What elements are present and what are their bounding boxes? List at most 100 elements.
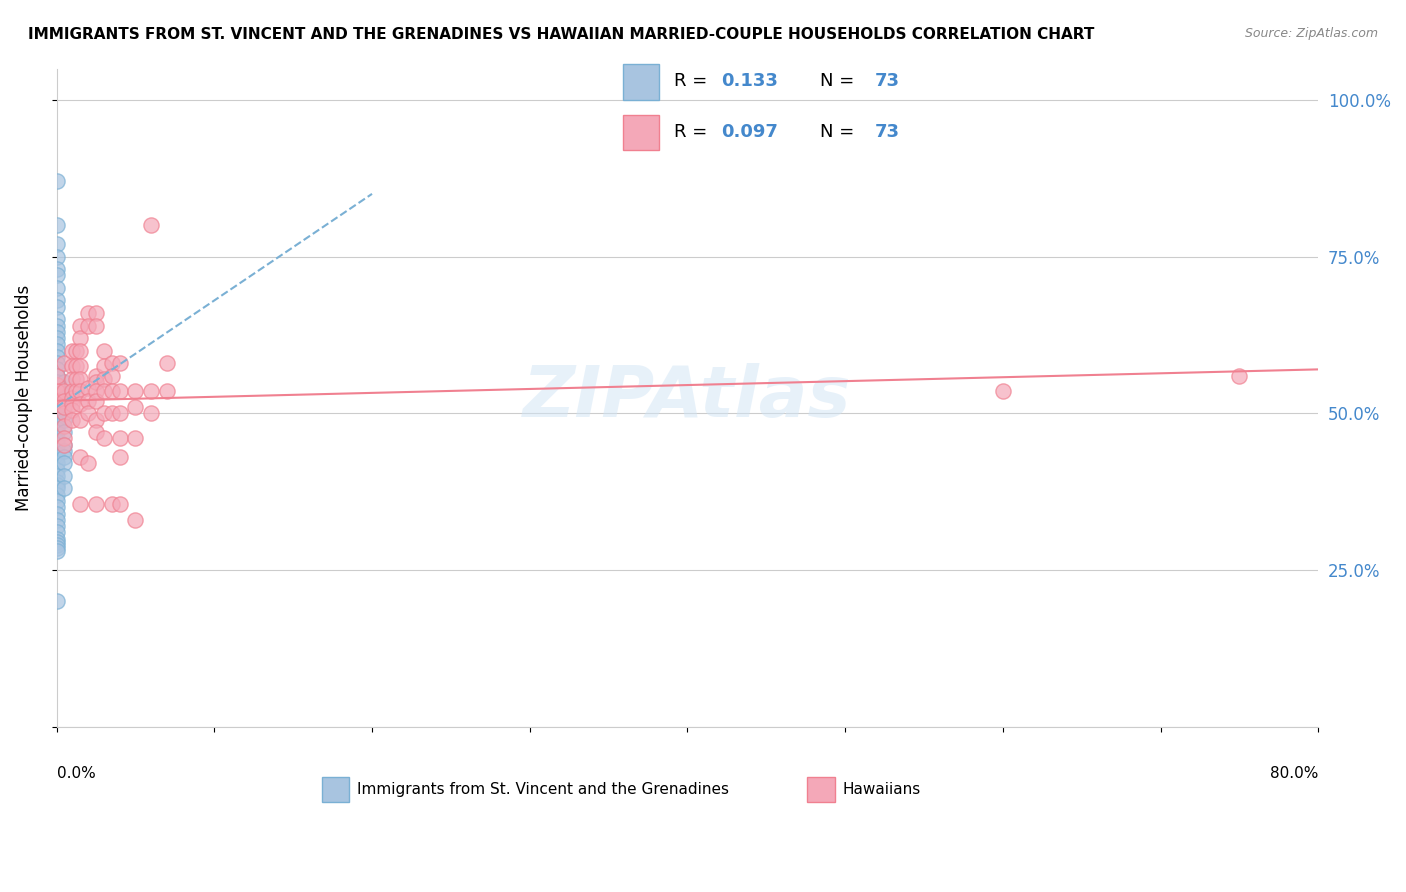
FancyBboxPatch shape: [322, 777, 349, 802]
Point: [45, 513, 67, 527]
Point: [45, 412, 67, 426]
Point: [60, 391, 83, 405]
Text: 0.0%: 0.0%: [56, 766, 96, 781]
Point: [45, 507, 67, 521]
Point: [53, 437, 76, 451]
Point: [45, 337, 67, 351]
Point: [45, 482, 67, 496]
Point: [45, 237, 67, 252]
Point: [45, 538, 67, 552]
Point: [53, 450, 76, 464]
Point: [77, 406, 100, 420]
Point: [45, 457, 67, 471]
Point: [53, 469, 76, 483]
Point: [65, 384, 87, 399]
Point: [53, 400, 76, 414]
Point: [45, 525, 67, 540]
Point: [45, 594, 67, 608]
Point: [53, 425, 76, 439]
Point: [45, 362, 67, 376]
Point: [1229, 368, 1251, 383]
Point: [101, 384, 124, 399]
Point: [84, 384, 107, 399]
Point: [60, 397, 83, 411]
Point: [53, 384, 76, 399]
Point: [108, 406, 131, 420]
Point: [108, 450, 131, 464]
Point: [53, 406, 76, 420]
Point: [93, 343, 115, 358]
Point: [45, 406, 67, 420]
Point: [93, 406, 115, 420]
Point: [124, 431, 146, 445]
Point: [156, 356, 179, 370]
Point: [45, 431, 67, 445]
Text: 80.0%: 80.0%: [1270, 766, 1319, 781]
Point: [60, 343, 83, 358]
Point: [991, 384, 1014, 399]
Point: [45, 387, 67, 401]
Point: [45, 375, 67, 389]
Point: [45, 356, 67, 370]
Point: [69, 450, 91, 464]
Point: [45, 312, 67, 326]
Point: [69, 384, 91, 399]
Point: [45, 368, 67, 383]
Point: [45, 318, 67, 333]
Point: [84, 375, 107, 389]
Point: [141, 384, 163, 399]
Point: [45, 331, 67, 345]
Point: [45, 418, 67, 433]
Text: R =: R =: [673, 72, 713, 90]
Point: [45, 268, 67, 283]
Point: [45, 500, 67, 515]
FancyBboxPatch shape: [807, 777, 835, 802]
Point: [45, 469, 67, 483]
Point: [45, 368, 67, 383]
Point: [53, 412, 76, 426]
Point: [124, 384, 146, 399]
Point: [45, 400, 67, 414]
Point: [93, 359, 115, 374]
Point: [45, 293, 67, 308]
Point: [69, 397, 91, 411]
Point: [77, 318, 100, 333]
Point: [45, 422, 67, 436]
Point: [45, 488, 67, 502]
Point: [84, 318, 107, 333]
Point: [45, 350, 67, 364]
Point: [45, 475, 67, 490]
Point: [45, 463, 67, 477]
Point: [53, 356, 76, 370]
Point: [101, 368, 124, 383]
Point: [69, 497, 91, 511]
Point: [60, 372, 83, 386]
FancyBboxPatch shape: [623, 64, 659, 100]
Point: [45, 494, 67, 508]
Text: R =: R =: [673, 123, 713, 141]
Text: 0.133: 0.133: [721, 72, 778, 90]
Point: [53, 482, 76, 496]
Point: [84, 412, 107, 426]
FancyBboxPatch shape: [623, 114, 659, 150]
Point: [93, 431, 115, 445]
Text: 73: 73: [875, 72, 900, 90]
Point: [45, 541, 67, 555]
Point: [45, 391, 67, 405]
Point: [45, 532, 67, 546]
Point: [93, 384, 115, 399]
Point: [77, 393, 100, 408]
Point: [141, 218, 163, 232]
Text: IMMIGRANTS FROM ST. VINCENT AND THE GRENADINES VS HAWAIIAN MARRIED-COUPLE HOUSEH: IMMIGRANTS FROM ST. VINCENT AND THE GREN…: [28, 27, 1094, 42]
Point: [84, 425, 107, 439]
Point: [45, 393, 67, 408]
Point: [84, 393, 107, 408]
Point: [45, 434, 67, 449]
Point: [45, 437, 67, 451]
Point: [45, 262, 67, 277]
Point: [108, 431, 131, 445]
Point: [45, 174, 67, 188]
Point: [45, 325, 67, 339]
Point: [124, 400, 146, 414]
Point: [69, 343, 91, 358]
